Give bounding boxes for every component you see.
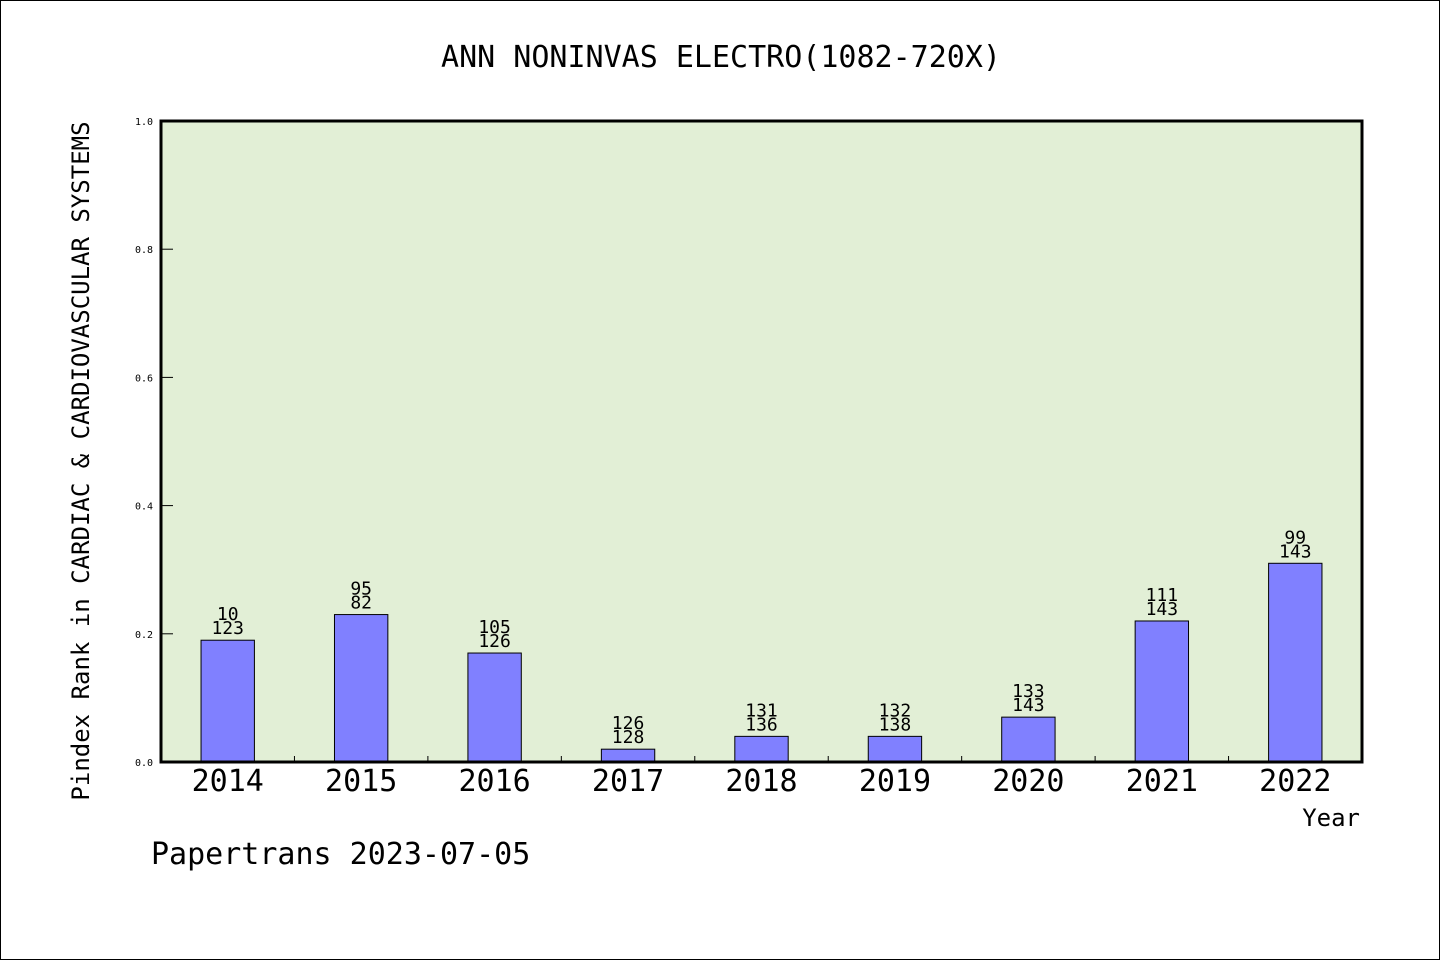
ticks-layer: 0.0 0.2 0.4 0.6 0.8 1.0 2014 2015 2016 2017 2018 20… xyxy=(135,117,1331,799)
bar-total-label: 143 xyxy=(1146,599,1179,620)
bar-total-label: 136 xyxy=(745,714,778,735)
y-axis-label: Pindex Rank in CARDIAC & CARDIOVASCULAR … xyxy=(67,121,95,800)
x-tick-label: 2019 xyxy=(859,764,931,799)
bar-rank-label: 99 xyxy=(1284,527,1306,548)
y-tick-label: 0.6 xyxy=(135,373,153,384)
footer-credit: Papertrans 2023-07-05 xyxy=(151,837,530,872)
x-axis-label: Year xyxy=(1302,804,1360,832)
bars-layer: 1012395821051261261281311361321381331431… xyxy=(200,527,1323,763)
bar-2016 xyxy=(467,652,522,763)
bar-2014 xyxy=(200,639,255,763)
bar-2015 xyxy=(333,614,389,763)
x-tick-label: 2021 xyxy=(1126,764,1198,799)
y-tick-label: 0.2 xyxy=(135,630,153,641)
bar-total-label: 128 xyxy=(612,727,645,748)
bar-rank-label: 131 xyxy=(745,700,778,721)
x-tick-label: 2022 xyxy=(1259,764,1331,799)
bar-total-label: 143 xyxy=(1012,695,1045,716)
bar-total-label: 123 xyxy=(211,618,244,639)
bar-total-label: 82 xyxy=(350,593,372,614)
bar-rank-label: 111 xyxy=(1146,585,1179,606)
x-tick-label: 2020 xyxy=(992,764,1064,799)
bar-rank-label: 105 xyxy=(478,617,511,638)
bar-2019 xyxy=(867,735,923,763)
x-tick-label: 2015 xyxy=(325,764,397,799)
x-tick-label: 2016 xyxy=(458,764,530,799)
x-tick-label: 2014 xyxy=(192,764,264,799)
y-tick-label: 1.0 xyxy=(135,117,153,128)
x-tick-label: 2018 xyxy=(725,764,797,799)
bar-2017 xyxy=(600,748,656,763)
bar-rank-label: 132 xyxy=(879,700,912,721)
bar-total-label: 126 xyxy=(478,631,511,652)
chart-title: ANN NONINVAS ELECTRO(1082-720X) xyxy=(441,40,1001,75)
bar-rank-label: 95 xyxy=(350,579,372,600)
y-tick-label: 0.0 xyxy=(135,758,153,769)
bar-rank-label: 126 xyxy=(612,713,645,734)
bar-rank-label: 10 xyxy=(217,604,239,625)
bar-2021 xyxy=(1134,620,1190,763)
bar-2020 xyxy=(1001,716,1056,763)
bar-total-label: 143 xyxy=(1279,541,1312,562)
bar-rank-label: 133 xyxy=(1012,681,1045,702)
bar-total-label: 138 xyxy=(879,714,912,735)
x-tick-label: 2017 xyxy=(592,764,664,799)
bar-2018 xyxy=(734,735,789,763)
bar-2022 xyxy=(1268,562,1323,763)
y-tick-label: 0.8 xyxy=(135,245,153,256)
plot-border xyxy=(159,119,1364,764)
y-tick-label: 0.4 xyxy=(135,502,153,513)
